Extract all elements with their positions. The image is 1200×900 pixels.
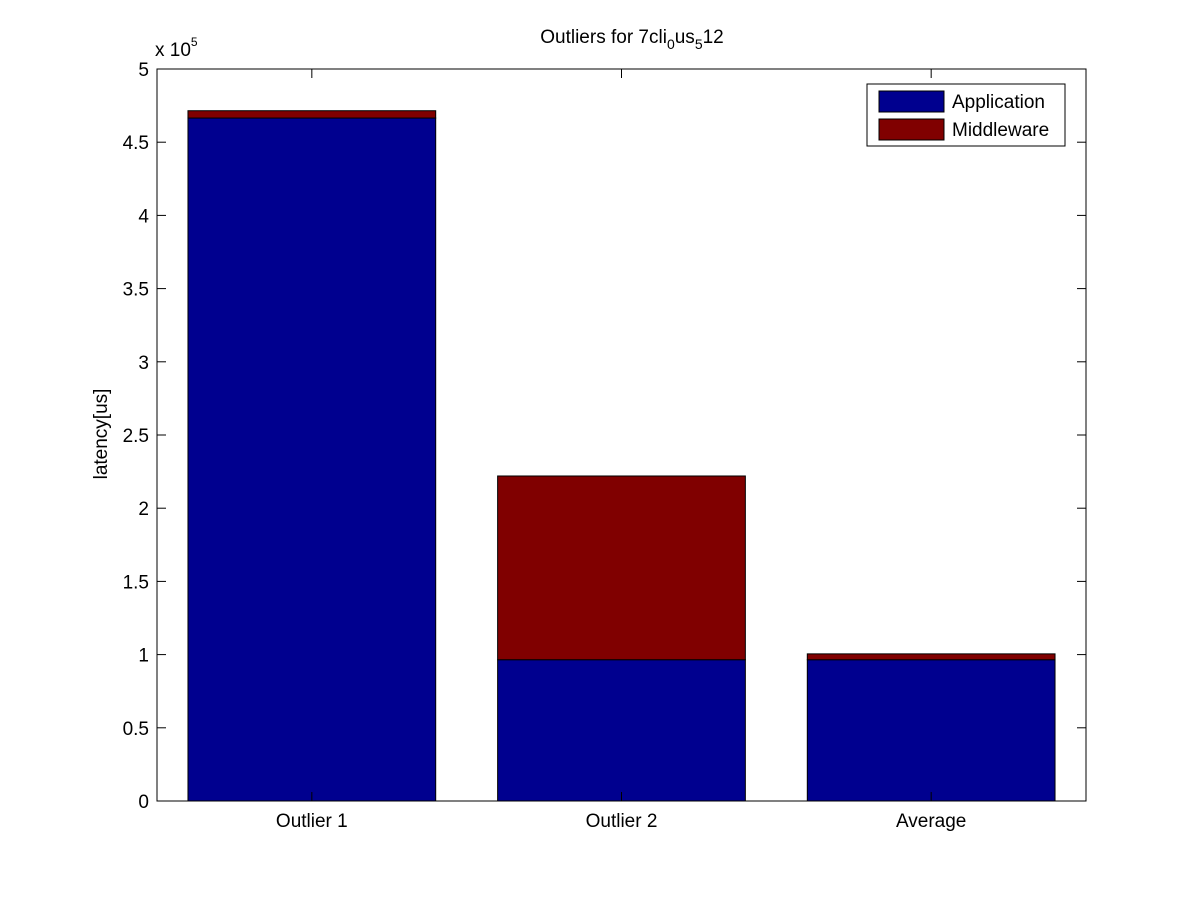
- bar-application-2: [497, 659, 746, 802]
- bars-layer: [187, 110, 1056, 802]
- y-multiplier-base: x 10: [155, 40, 191, 61]
- bar-middleware-3: [806, 653, 1056, 661]
- y-tick-label-8: 4: [138, 206, 149, 227]
- plot-area-border: [156, 68, 1087, 802]
- y-tick-label-3: 1.5: [123, 572, 149, 593]
- y-multiplier-label: x 105: [155, 35, 198, 61]
- y-axis-label: latency[us]: [91, 389, 112, 480]
- y-multiplier-exponent: 5: [191, 35, 198, 49]
- bar-application-1: [187, 117, 437, 802]
- y-tick-label-6: 3: [138, 353, 149, 374]
- bar-middleware-1: [187, 110, 437, 119]
- legend-label-middleware: Middleware: [952, 120, 1049, 141]
- y-tick-label-5: 2.5: [123, 426, 149, 447]
- ticks-layer: 0 0.5 1 1.5 2 2.5 3 3.5 4 4.5 5 Outlier 1 Outlier 2 A…: [123, 60, 1086, 832]
- y-tick-label-9: 4.5: [123, 133, 149, 154]
- title-mid: us: [675, 27, 695, 48]
- title-sub2: 5: [695, 36, 703, 52]
- legend: Application Middleware: [866, 83, 1066, 147]
- legend-swatch-middleware: [878, 118, 945, 141]
- y-tick-label-2: 1: [138, 646, 149, 667]
- title-sub1: 0: [667, 36, 675, 52]
- title-main: Outliers for 7cli: [540, 27, 667, 48]
- y-tick-label-7: 3.5: [123, 280, 149, 301]
- bar-application-3: [806, 659, 1056, 802]
- y-tick-label-0: 0: [138, 792, 149, 813]
- legend-label-application: Application: [952, 92, 1045, 113]
- chart-title: Outliers for 7cli0us512: [540, 27, 724, 52]
- x-tick-label-1: Outlier 2: [586, 811, 658, 832]
- bar-middleware-2: [497, 475, 746, 661]
- y-tick-label-1: 0.5: [123, 719, 149, 740]
- title-tail: 12: [703, 27, 724, 48]
- legend-swatch-application: [878, 90, 945, 113]
- x-tick-label-0: Outlier 1: [276, 811, 348, 832]
- y-tick-label-10: 5: [138, 60, 149, 81]
- x-tick-label-2: Average: [896, 811, 966, 832]
- y-tick-label-4: 2: [138, 499, 149, 520]
